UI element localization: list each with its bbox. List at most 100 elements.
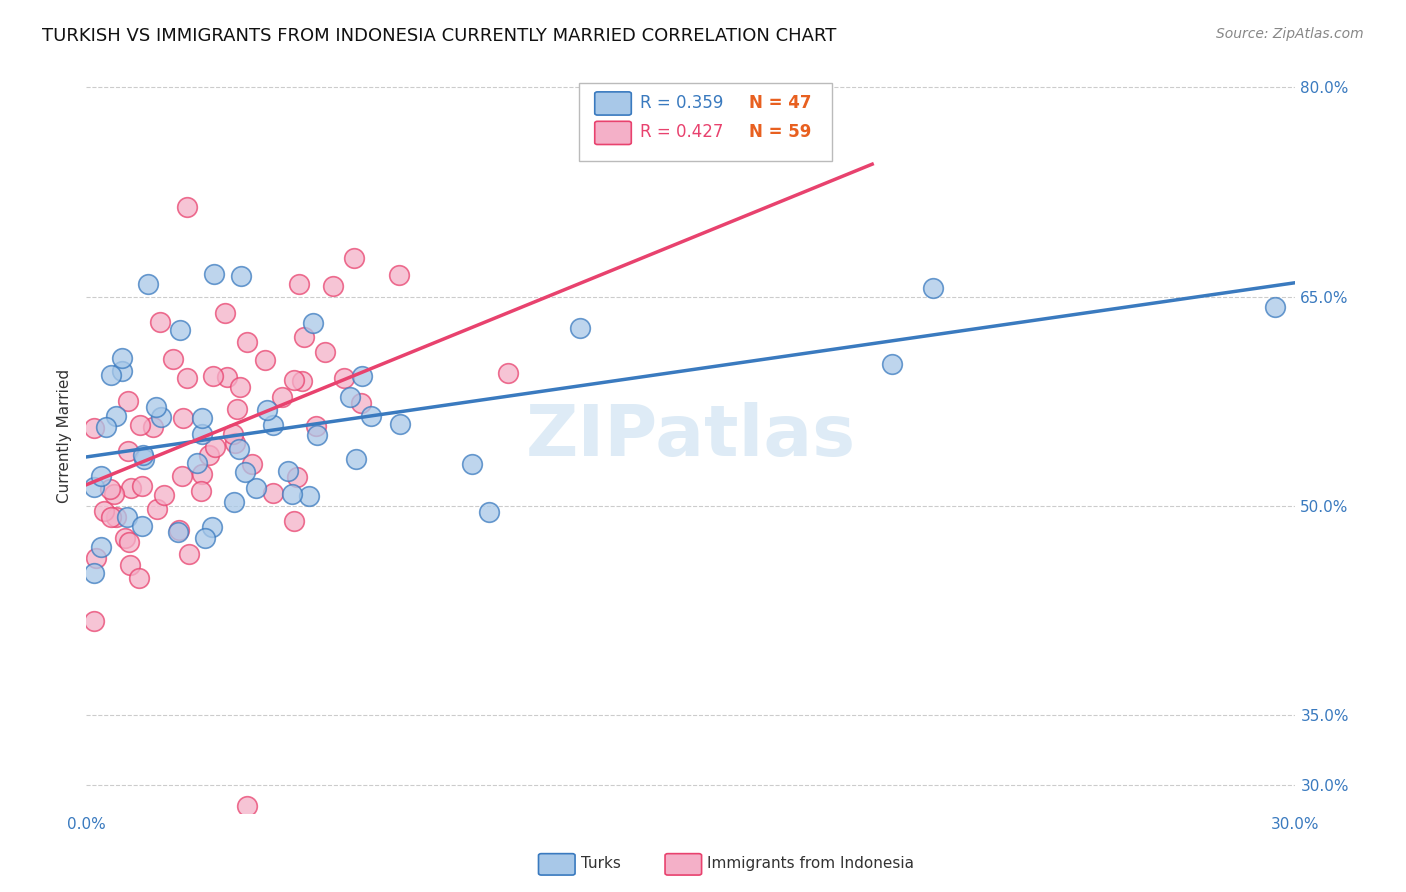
Text: Immigrants from Indonesia: Immigrants from Indonesia	[707, 856, 914, 871]
Point	[153, 488, 176, 502]
Point	[277, 464, 299, 478]
Point	[84, 551, 107, 566]
Point	[283, 373, 305, 387]
Point	[145, 400, 167, 414]
Point	[131, 519, 153, 533]
Point	[129, 417, 152, 432]
Point	[131, 479, 153, 493]
Point	[224, 495, 246, 509]
Point	[120, 558, 142, 573]
Point	[569, 321, 592, 335]
Point	[233, 465, 256, 479]
Point	[117, 443, 139, 458]
Point	[100, 510, 122, 524]
Point	[142, 420, 165, 434]
Point	[461, 457, 484, 471]
Point	[235, 334, 257, 349]
Point	[222, 427, 245, 442]
Point	[322, 279, 344, 293]
Point	[111, 351, 134, 366]
Point	[149, 315, 172, 329]
Text: Turks: Turks	[581, 856, 620, 871]
Point	[350, 396, 373, 410]
Point	[191, 427, 214, 442]
Point	[83, 420, 105, 434]
Point	[285, 470, 308, 484]
Point	[136, 277, 159, 291]
Point	[83, 480, 105, 494]
Point	[226, 402, 249, 417]
Point	[201, 520, 224, 534]
Point	[146, 502, 169, 516]
Point	[305, 418, 328, 433]
Point	[292, 330, 315, 344]
Point	[170, 468, 193, 483]
Point	[256, 403, 278, 417]
Point	[288, 277, 311, 291]
Text: R = 0.427: R = 0.427	[640, 123, 723, 141]
Point	[240, 457, 263, 471]
Point	[343, 251, 366, 265]
Point	[305, 427, 328, 442]
Point	[176, 200, 198, 214]
Point	[271, 390, 294, 404]
Point	[176, 371, 198, 385]
Point	[103, 486, 125, 500]
Point	[120, 481, 142, 495]
Point	[388, 417, 411, 431]
Point	[191, 467, 214, 481]
Point	[224, 435, 246, 450]
Point	[169, 323, 191, 337]
Point	[229, 380, 252, 394]
Point	[117, 394, 139, 409]
Point	[100, 368, 122, 382]
Text: N = 47: N = 47	[749, 94, 811, 112]
Point	[333, 371, 356, 385]
Point	[496, 366, 519, 380]
Point	[167, 523, 190, 537]
Point	[314, 345, 336, 359]
Text: N = 59: N = 59	[749, 123, 811, 141]
Point	[478, 505, 501, 519]
Point	[94, 420, 117, 434]
Point	[921, 281, 943, 295]
Text: ZIPatlas: ZIPatlas	[526, 401, 856, 471]
Point	[228, 442, 250, 456]
Point	[301, 316, 323, 330]
Point	[179, 547, 201, 561]
Point	[231, 269, 253, 284]
Point	[194, 531, 217, 545]
Point	[283, 514, 305, 528]
Point	[253, 352, 276, 367]
Point	[83, 614, 105, 628]
Point	[236, 798, 259, 813]
Text: Source: ZipAtlas.com: Source: ZipAtlas.com	[1216, 27, 1364, 41]
Point	[201, 369, 224, 384]
Text: R = 0.359: R = 0.359	[640, 94, 723, 112]
Point	[104, 409, 127, 424]
Point	[186, 456, 208, 470]
Point	[115, 510, 138, 524]
Point	[90, 541, 112, 555]
Point	[172, 411, 194, 425]
Point	[131, 448, 153, 462]
Point	[190, 484, 212, 499]
Point	[90, 469, 112, 483]
Point	[198, 448, 221, 462]
Point	[245, 481, 267, 495]
Point	[204, 440, 226, 454]
Point	[98, 482, 121, 496]
Point	[262, 418, 284, 433]
Point	[344, 452, 367, 467]
Point	[93, 504, 115, 518]
Point	[350, 368, 373, 383]
Point	[281, 487, 304, 501]
Point	[191, 411, 214, 425]
Point	[162, 352, 184, 367]
Point	[83, 566, 105, 580]
Point	[166, 525, 188, 540]
Point	[882, 357, 904, 371]
Point	[105, 509, 128, 524]
Point	[388, 268, 411, 283]
Point	[214, 306, 236, 320]
